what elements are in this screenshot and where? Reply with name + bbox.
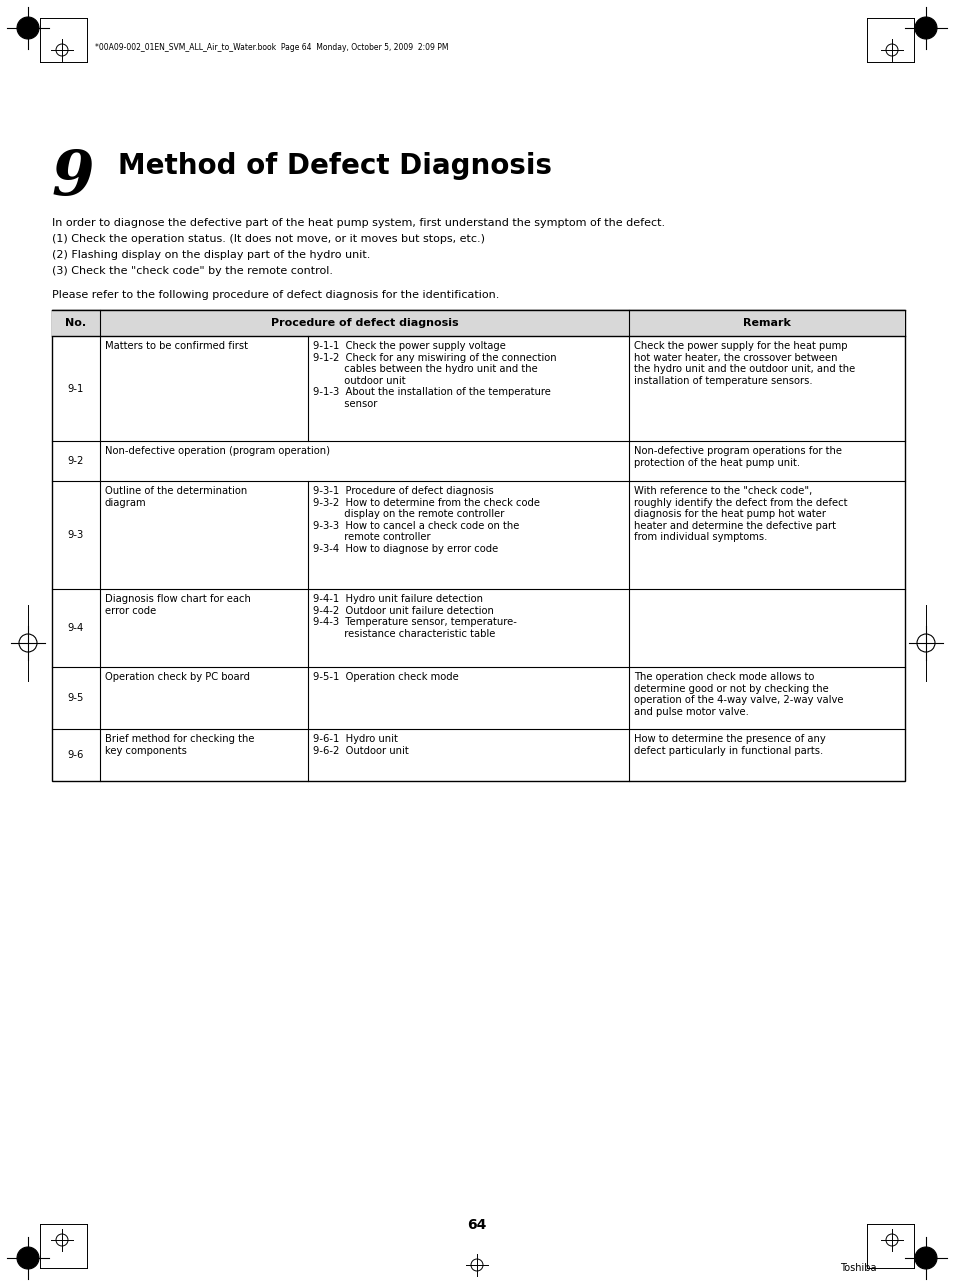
Bar xyxy=(52,310,904,336)
Text: Procedure of defect diagnosis: Procedure of defect diagnosis xyxy=(271,318,457,328)
Text: Method of Defect Diagnosis: Method of Defect Diagnosis xyxy=(118,152,552,180)
Text: (1) Check the operation status. (It does not move, or it moves but stops, etc.): (1) Check the operation status. (It does… xyxy=(52,234,484,244)
Text: 9-2: 9-2 xyxy=(68,457,84,466)
Text: In order to diagnose the defective part of the heat pump system, first understan: In order to diagnose the defective part … xyxy=(52,219,664,228)
Text: With reference to the "check code",
roughly identify the defect from the defect
: With reference to the "check code", roug… xyxy=(634,486,846,543)
Circle shape xyxy=(17,1247,39,1269)
Text: 9-6: 9-6 xyxy=(68,750,84,760)
Text: 9-6-1  Hydro unit
9-6-2  Outdoor unit: 9-6-1 Hydro unit 9-6-2 Outdoor unit xyxy=(313,734,408,756)
Text: 9-4: 9-4 xyxy=(68,622,84,633)
Text: Check the power supply for the heat pump
hot water heater, the crossover between: Check the power supply for the heat pump… xyxy=(634,341,854,386)
Text: Non-defective operation (program operation): Non-defective operation (program operati… xyxy=(105,446,330,457)
Text: 9-3: 9-3 xyxy=(68,530,84,540)
Text: 9-3-1  Procedure of defect diagnosis
9-3-2  How to determine from the check code: 9-3-1 Procedure of defect diagnosis 9-3-… xyxy=(313,486,539,554)
Circle shape xyxy=(17,17,39,39)
Text: No.: No. xyxy=(66,318,87,328)
Text: 9: 9 xyxy=(52,148,94,208)
Text: (2) Flashing display on the display part of the hydro unit.: (2) Flashing display on the display part… xyxy=(52,249,370,260)
Text: 9-1: 9-1 xyxy=(68,383,84,394)
Text: Please refer to the following procedure of defect diagnosis for the identificati: Please refer to the following procedure … xyxy=(52,291,498,300)
Text: Non-defective program operations for the
protection of the heat pump unit.: Non-defective program operations for the… xyxy=(634,446,841,468)
Circle shape xyxy=(914,17,936,39)
Text: How to determine the presence of any
defect particularly in functional parts.: How to determine the presence of any def… xyxy=(634,734,825,756)
Text: 64: 64 xyxy=(467,1218,486,1232)
Text: 9-5-1  Operation check mode: 9-5-1 Operation check mode xyxy=(313,673,458,682)
Text: 9-4-1  Hydro unit failure detection
9-4-2  Outdoor unit failure detection
9-4-3 : 9-4-1 Hydro unit failure detection 9-4-2… xyxy=(313,594,517,639)
Text: Remark: Remark xyxy=(742,318,790,328)
Text: 9-5: 9-5 xyxy=(68,693,84,703)
Text: The operation check mode allows to
determine good or not by checking the
operati: The operation check mode allows to deter… xyxy=(634,673,842,716)
Text: *00A09-002_01EN_SVM_ALL_Air_to_Water.book  Page 64  Monday, October 5, 2009  2:0: *00A09-002_01EN_SVM_ALL_Air_to_Water.boo… xyxy=(95,42,448,51)
Text: 9-1-1  Check the power supply voltage
9-1-2  Check for any miswiring of the conn: 9-1-1 Check the power supply voltage 9-1… xyxy=(313,341,556,409)
Text: Brief method for checking the
key components: Brief method for checking the key compon… xyxy=(105,734,254,756)
Text: Operation check by PC board: Operation check by PC board xyxy=(105,673,250,682)
Text: Diagnosis flow chart for each
error code: Diagnosis flow chart for each error code xyxy=(105,594,251,616)
Text: Matters to be confirmed first: Matters to be confirmed first xyxy=(105,341,248,351)
Bar xyxy=(52,310,904,781)
Text: (3) Check the "check code" by the remote control.: (3) Check the "check code" by the remote… xyxy=(52,266,333,276)
Text: Toshiba: Toshiba xyxy=(840,1263,876,1273)
Circle shape xyxy=(914,1247,936,1269)
Text: Outline of the determination
diagram: Outline of the determination diagram xyxy=(105,486,247,508)
